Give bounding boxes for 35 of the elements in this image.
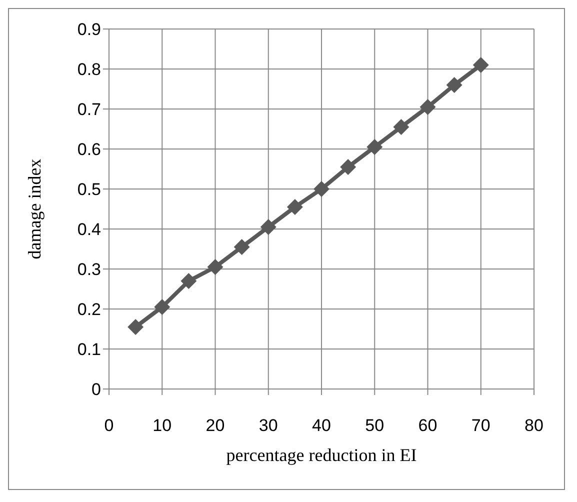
- y-tick-label: 0.1: [77, 340, 101, 360]
- point: [472, 57, 489, 73]
- x-tick-label: 60: [418, 416, 438, 436]
- point: [420, 99, 436, 115]
- x-tick-label: 20: [206, 416, 225, 436]
- y-tick-label: 0: [92, 380, 101, 400]
- point: [366, 139, 383, 155]
- x-tick-label: 10: [152, 416, 172, 436]
- y-tick-label: 0.6: [77, 140, 101, 160]
- y-tick-label: 0.4: [77, 220, 101, 240]
- point: [260, 219, 276, 235]
- x-tick-label: 50: [365, 416, 384, 436]
- y-tick-label: 0.2: [77, 300, 101, 320]
- x-axis-title: percentage reduction in EI: [226, 445, 417, 465]
- x-tick-label: 0: [104, 416, 114, 436]
- point: [393, 119, 410, 135]
- y-tick-label: 0.7: [77, 100, 101, 120]
- y-tick-label: 0.3: [77, 260, 101, 280]
- y-axis-title: damage index: [24, 158, 44, 260]
- point: [286, 199, 303, 215]
- x-tick-label: 80: [524, 416, 544, 436]
- x-tick-label: 70: [471, 416, 490, 436]
- point: [128, 319, 144, 335]
- x-tick-label: 30: [258, 416, 278, 436]
- point: [340, 159, 356, 175]
- y-tick-label: 0.8: [77, 60, 101, 80]
- y-tick-label: 0.5: [77, 180, 101, 200]
- point: [154, 299, 170, 315]
- point: [234, 239, 250, 255]
- x-tick-label: 40: [312, 416, 331, 436]
- point: [207, 259, 224, 275]
- point: [446, 77, 462, 93]
- point: [314, 181, 330, 197]
- y-tick-label: 0.9: [77, 20, 101, 40]
- point: [180, 273, 197, 289]
